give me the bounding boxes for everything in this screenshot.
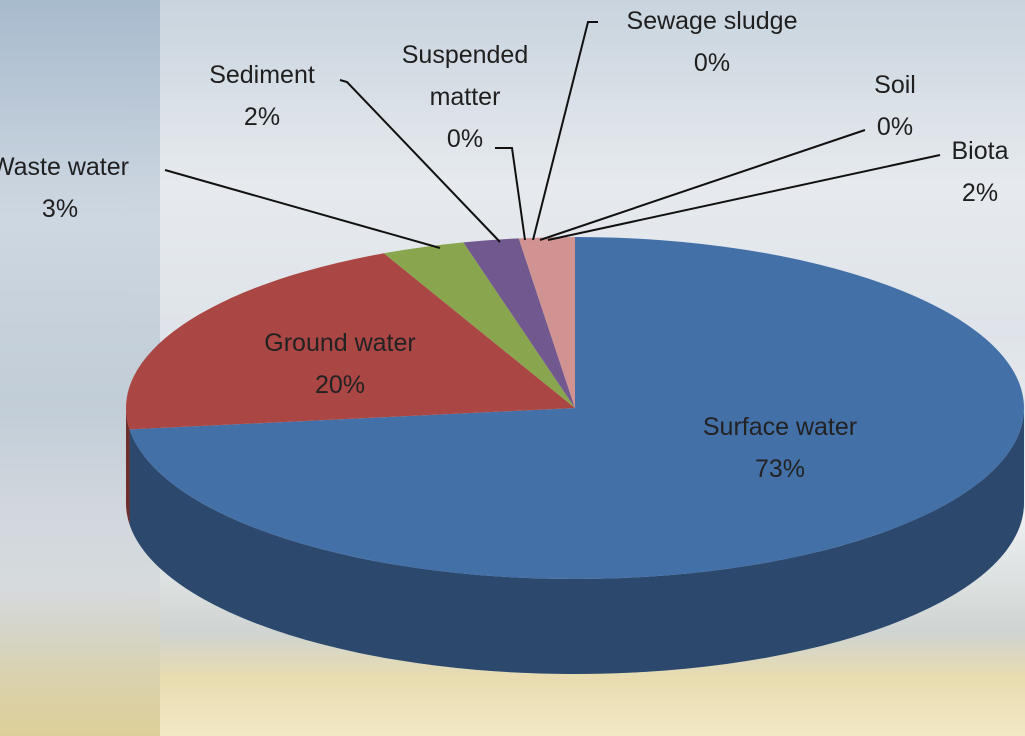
category-name: Sediment — [172, 54, 352, 96]
category-name: Suspended matter — [395, 34, 535, 118]
value-label: 3% — [0, 188, 170, 230]
leader-line — [495, 148, 525, 240]
value-label: 0% — [582, 42, 842, 84]
leader-line — [540, 130, 865, 240]
value-label: 73% — [630, 448, 930, 490]
value-label: 2% — [172, 96, 352, 138]
value-label: 20% — [190, 364, 490, 406]
category-name: Soil — [835, 64, 955, 106]
category-name: Sewage sludge — [582, 0, 842, 42]
value-label: 2% — [920, 172, 1025, 214]
category-name: Waste water — [0, 146, 170, 188]
value-label: 0% — [395, 118, 535, 160]
category-name: Biota — [920, 130, 1025, 172]
page: Surface water73% Ground water20% Waste wat… — [0, 0, 1025, 736]
category-name: Ground water — [190, 322, 490, 364]
category-name: Surface water — [630, 406, 930, 448]
leader-line — [165, 170, 440, 248]
leader-line — [548, 155, 940, 240]
